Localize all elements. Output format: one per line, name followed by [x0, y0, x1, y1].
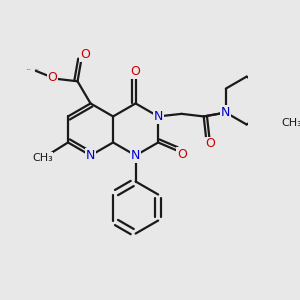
Text: O: O [48, 71, 58, 84]
Text: O: O [131, 65, 141, 78]
Text: CH₃: CH₃ [32, 153, 52, 163]
Text: N: N [86, 149, 95, 162]
Text: N: N [154, 110, 163, 123]
Text: O: O [177, 148, 187, 161]
Text: methyl: methyl [27, 69, 32, 70]
Text: methyl: methyl [34, 69, 39, 70]
Text: N: N [221, 106, 230, 119]
Text: CH₃: CH₃ [281, 118, 300, 128]
Text: O: O [80, 48, 90, 61]
Text: O: O [206, 137, 215, 151]
Text: N: N [131, 149, 140, 162]
